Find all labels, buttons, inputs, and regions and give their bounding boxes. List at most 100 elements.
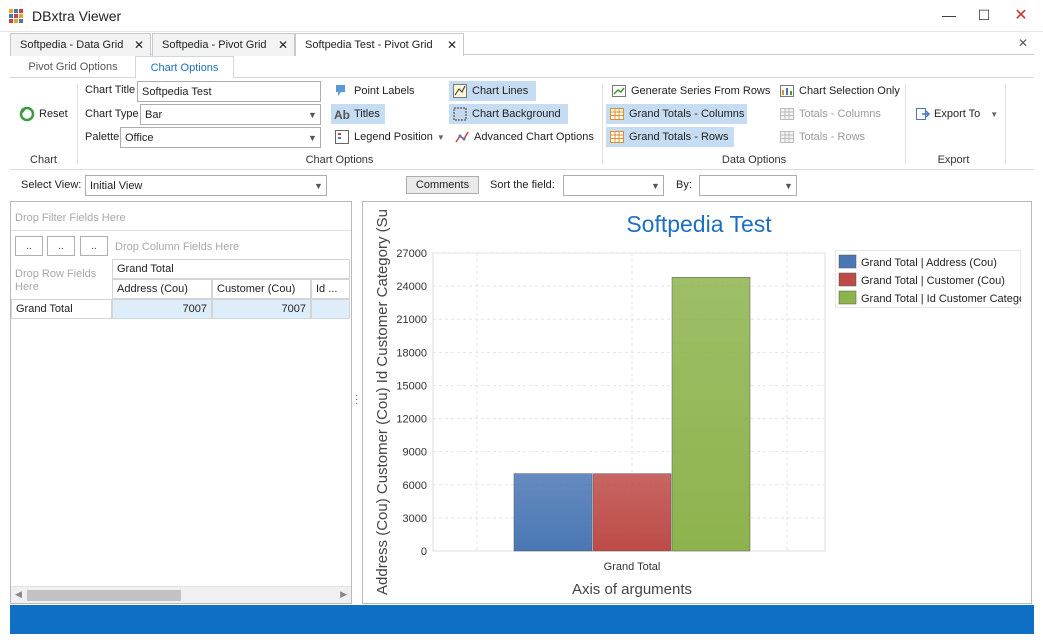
chart-title-input[interactable]: Softpedia Test [137, 81, 321, 102]
chart-bars [513, 277, 751, 552]
select-view-value: Initial View [90, 179, 143, 192]
tab-pivot-grid-options[interactable]: Pivot Grid Options [28, 61, 118, 73]
ribbon-tabs: Pivot Grid Options Chart Options [10, 56, 1034, 79]
reset-button[interactable]: Reset [16, 104, 71, 124]
generate-series-label: Generate Series From Rows [631, 85, 771, 97]
advanced-chart-options-label: Advanced Chart Options [474, 131, 594, 143]
y-tick-label: 27000 [396, 248, 427, 260]
export-to-button[interactable]: Export To ▼ [911, 104, 1001, 124]
palette-value: Office [125, 131, 154, 144]
chart-options-group-caption: Chart Options [305, 154, 374, 166]
x-axis-label: Axis of arguments [572, 581, 692, 598]
cell-address-total[interactable]: 7007 [112, 299, 212, 319]
advanced-chart-options-button[interactable]: Advanced Chart Options [451, 127, 597, 147]
x-axis-categories: Grand Total [604, 561, 661, 573]
chevron-down-icon: ▼ [314, 180, 323, 191]
y-tick-label: 6000 [403, 480, 427, 492]
column-header-customer[interactable]: Customer (Cou) [212, 279, 311, 299]
row-header-grand-total[interactable]: Grand Total [11, 299, 112, 319]
tab-label: Softpedia - Data Grid [20, 39, 124, 51]
totals-columns-button[interactable]: Totals - Columns [776, 104, 884, 124]
close-document-icon[interactable]: ✕ [1017, 36, 1028, 50]
cell-customer-total[interactable]: 7007 [212, 299, 311, 319]
group-separator [77, 84, 78, 164]
y-axis-ticks: 0 3000 6000 9000 12000 15000 18000 21000 24000 27… [396, 248, 427, 558]
point-labels-button[interactable]: Point Labels [331, 81, 418, 101]
close-tab-icon[interactable]: ✕ [133, 38, 144, 52]
column-header-id[interactable]: Id ... [311, 279, 350, 299]
close-window-button[interactable]: ✕ [1014, 7, 1028, 24]
legend-position-button[interactable]: Legend Position ▼ [331, 127, 448, 147]
bar-3[interactable] [671, 277, 751, 552]
legend-label: Grand Total | Id Customer Catego [861, 293, 1025, 305]
app-icon [9, 9, 23, 23]
filter-area[interactable]: Drop Filter Fields Here [11, 202, 351, 231]
y-tick-label: 9000 [403, 447, 427, 459]
close-tab-icon[interactable]: ✕ [446, 38, 457, 52]
scroll-left-icon[interactable]: ◀ [15, 589, 22, 599]
title-bar: DBxtra Viewer — ☐ ✕ [0, 0, 1043, 32]
x-tick-label: Grand Total [604, 561, 661, 573]
chevron-down-icon: ▼ [308, 132, 317, 143]
pane-splitter[interactable]: · · · [352, 201, 362, 604]
palette-select[interactable]: Office ▼ [120, 127, 321, 148]
chevron-down-icon: ▼ [308, 109, 317, 120]
palette-label: Palette [85, 131, 120, 143]
dropdown-arrow-icon: ▼ [436, 132, 445, 142]
drop-filter-fields: Drop Filter Fields Here [15, 212, 126, 224]
grand-totals-columns-button[interactable]: Grand Totals - Columns [606, 104, 747, 124]
close-tab-icon[interactable]: ✕ [277, 38, 288, 52]
y-tick-label: 3000 [403, 513, 427, 525]
grid-columns-icon [609, 106, 625, 122]
reset-icon [19, 106, 35, 122]
tab-data-grid[interactable]: Softpedia - Data Grid ✕ [10, 33, 151, 56]
chart-lines-label: Chart Lines [472, 85, 529, 97]
comments-button[interactable]: Comments [406, 176, 479, 194]
y-tick-label: 18000 [396, 347, 427, 359]
generate-series-button[interactable]: Generate Series From Rows [608, 81, 773, 101]
y-tick-label: 0 [421, 546, 427, 558]
chart-selection-only-button[interactable]: Chart Selection Only [776, 81, 903, 101]
maximize-button[interactable]: ☐ [977, 6, 991, 23]
sort-field-select[interactable]: ▼ [563, 175, 664, 196]
chart-type-select[interactable]: Bar ▼ [140, 104, 321, 125]
y-tick-label: 24000 [396, 281, 427, 293]
grand-totals-rows-button[interactable]: Grand Totals - Rows [606, 127, 734, 147]
titles-label: Titles [354, 108, 380, 120]
bar-2[interactable] [592, 473, 672, 552]
bar-chart[interactable]: Softpedia Test Address (Cou) Customer (C… [363, 202, 1031, 603]
by-select[interactable]: ▼ [699, 175, 797, 196]
minimize-button[interactable]: — [942, 7, 956, 23]
cell-id-total[interactable] [311, 299, 350, 319]
export-group-caption: Export [937, 154, 970, 166]
totals-rows-button[interactable]: Totals - Rows [776, 127, 868, 147]
data-field-button[interactable]: .. [15, 236, 43, 256]
splitter-grip-icon: · · · [355, 390, 359, 409]
advanced-chart-icon [454, 129, 470, 145]
titles-button[interactable]: Ab Titles [331, 104, 385, 124]
legend-label: Grand Total | Address (Cou) [861, 257, 997, 269]
scrollbar-thumb[interactable] [27, 590, 181, 601]
grand-total-column-header[interactable]: Grand Total [112, 259, 350, 279]
scroll-right-icon[interactable]: ▶ [340, 589, 347, 599]
tab-label: Softpedia - Pivot Grid [162, 39, 267, 51]
tab-chart-options[interactable]: Chart Options [135, 56, 234, 79]
select-view-select[interactable]: Initial View ▼ [85, 175, 327, 196]
chart-legend[interactable]: Grand Total | Address (Cou) Grand Total |… [835, 250, 1025, 308]
by-label: By: [676, 179, 692, 191]
chevron-down-icon: ▼ [784, 180, 793, 191]
status-bar [10, 605, 1034, 634]
horizontal-scrollbar[interactable]: ◀ ▶ [11, 586, 351, 603]
dropdown-arrow-icon: ▼ [990, 109, 999, 119]
data-field-button[interactable]: .. [47, 236, 75, 256]
grid-rows-icon [779, 129, 795, 145]
bar-1[interactable] [513, 473, 593, 552]
tab-pivot-grid[interactable]: Softpedia - Pivot Grid ✕ [152, 33, 295, 56]
column-header-address[interactable]: Address (Cou) [112, 279, 212, 299]
group-separator [602, 84, 603, 164]
chart-lines-button[interactable]: Chart Lines [449, 81, 536, 101]
chart-background-button[interactable]: Chart Background [449, 104, 568, 124]
point-labels-icon [334, 83, 350, 99]
data-field-button[interactable]: .. [80, 236, 108, 256]
tab-test-pivot-grid[interactable]: Softpedia Test - Pivot Grid ✕ [295, 33, 464, 56]
